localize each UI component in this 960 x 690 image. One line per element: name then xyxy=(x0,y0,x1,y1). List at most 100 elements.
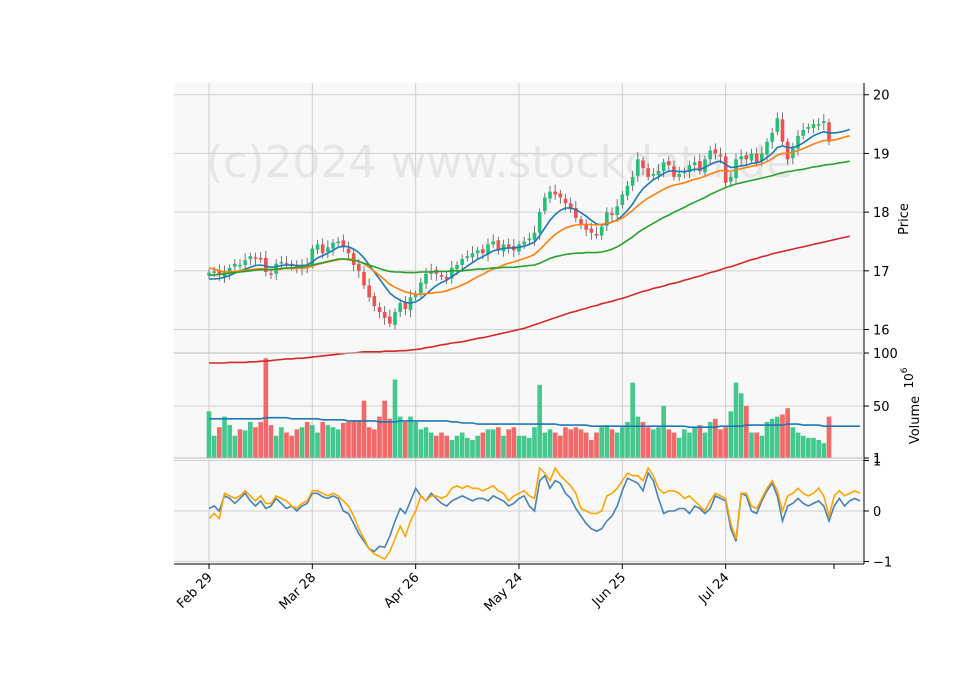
candle-body xyxy=(264,257,268,272)
volume-bar xyxy=(413,421,418,458)
x-tick-label: Feb 29 xyxy=(174,570,216,612)
volume-bar xyxy=(335,429,341,458)
candle-body xyxy=(227,267,232,273)
x-tick-label: Jun 25 xyxy=(589,570,629,610)
volume-bar xyxy=(759,435,765,458)
volume-bar xyxy=(568,429,573,458)
candle-body xyxy=(491,241,495,245)
volume-bar xyxy=(480,432,486,458)
volume-tick-label: 50 xyxy=(873,400,890,415)
candle-body xyxy=(475,250,480,254)
candle-body xyxy=(754,153,759,163)
candle-body xyxy=(703,159,707,173)
candle-body xyxy=(765,141,769,155)
candle-body xyxy=(522,241,526,245)
osc-tick-label: −1 xyxy=(873,555,892,570)
candle-body xyxy=(258,257,263,260)
volume-bar xyxy=(325,425,331,458)
oscillator-line-a xyxy=(208,471,861,553)
candle-body xyxy=(537,212,542,233)
candle-body xyxy=(424,273,428,284)
candle-body xyxy=(739,156,743,160)
volume-bar xyxy=(516,435,522,458)
volume-bar xyxy=(718,429,723,458)
candle-body xyxy=(465,256,470,258)
candle-body xyxy=(243,260,247,265)
candle-body xyxy=(222,272,227,277)
candle-body xyxy=(341,240,346,248)
candle-body xyxy=(770,132,774,142)
candle-body xyxy=(481,249,485,254)
volume-bar xyxy=(258,421,263,458)
volume-bar xyxy=(733,382,739,458)
volume-bar xyxy=(635,416,641,458)
candle-body xyxy=(336,241,340,243)
volume-bar xyxy=(661,406,666,458)
candle-body xyxy=(827,122,831,142)
candle-body xyxy=(207,272,211,276)
volume-bar xyxy=(728,411,734,458)
volume-bar xyxy=(573,427,579,458)
volume-bar xyxy=(542,432,548,458)
volume-bar xyxy=(439,432,444,458)
volume-bar xyxy=(826,416,832,458)
candle-body xyxy=(419,282,423,294)
candle-body xyxy=(346,248,351,254)
price-tick-label: 17 xyxy=(873,265,890,280)
volume-bar xyxy=(222,416,227,458)
candle-body xyxy=(605,212,609,226)
volume-bar xyxy=(785,408,790,458)
candle-body xyxy=(269,273,273,275)
moving-average-line xyxy=(209,235,850,364)
candle-body xyxy=(589,228,594,233)
volume-bar xyxy=(227,425,232,458)
candle-body xyxy=(398,303,402,312)
volume-bar xyxy=(795,432,801,458)
volume-bar xyxy=(614,432,620,458)
volume-bar xyxy=(723,427,728,458)
volume-bar xyxy=(521,435,527,458)
oscillator-line-b xyxy=(208,466,861,561)
volume-bar xyxy=(589,439,594,458)
volume-bar xyxy=(625,421,630,458)
volume-bar xyxy=(578,429,584,458)
volume-bar xyxy=(775,416,780,458)
price-axis-label: Price xyxy=(897,203,912,235)
volume-bar xyxy=(330,427,336,458)
volume-bar xyxy=(382,400,387,458)
volume-bar xyxy=(506,429,511,458)
candle-body xyxy=(496,240,501,251)
candle-body xyxy=(444,276,449,280)
volume-bar xyxy=(552,432,558,458)
candle-body xyxy=(413,294,418,298)
candle-body xyxy=(574,208,578,218)
candle-body xyxy=(217,270,222,276)
volume-bar xyxy=(780,414,785,458)
moving-average-line xyxy=(209,128,850,304)
candle-body xyxy=(450,267,454,279)
candle-body xyxy=(579,219,583,224)
indicator-lines xyxy=(208,128,861,561)
volume-bar xyxy=(341,423,346,458)
candle-body xyxy=(367,285,371,298)
candle-body xyxy=(620,194,625,206)
volume-bar xyxy=(490,429,496,458)
candle-body xyxy=(388,316,392,324)
volume-bar xyxy=(454,435,460,458)
volume-bar xyxy=(749,432,754,458)
candle-body xyxy=(744,155,749,160)
volume-bar xyxy=(279,427,284,458)
volume-bar xyxy=(583,432,589,458)
volume-bar xyxy=(496,427,501,458)
volume-bar xyxy=(599,427,604,458)
volume-bar xyxy=(470,439,475,458)
candle-body xyxy=(785,141,790,160)
volume-bar xyxy=(273,435,279,458)
candle-body xyxy=(470,253,475,258)
candle-body xyxy=(796,135,800,149)
candle-body xyxy=(279,262,284,264)
volume-bar xyxy=(387,418,393,458)
candle-body xyxy=(558,193,563,198)
volume-bar xyxy=(310,425,315,458)
candle-body xyxy=(403,301,408,309)
